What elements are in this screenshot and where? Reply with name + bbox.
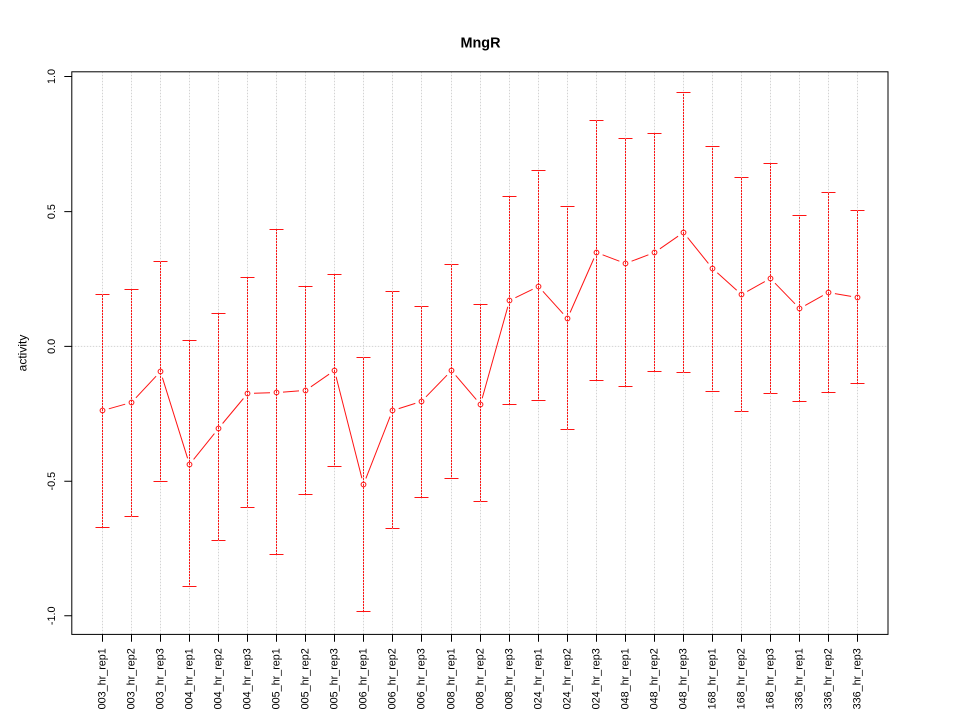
svg-text:336_hr_rep3: 336_hr_rep3	[851, 648, 863, 709]
svg-text:048_hr_rep2: 048_hr_rep2	[648, 648, 660, 709]
svg-text:008_hr_rep2: 008_hr_rep2	[474, 648, 486, 709]
svg-text:005_hr_rep2: 005_hr_rep2	[299, 648, 311, 709]
svg-text:024_hr_rep1: 024_hr_rep1	[532, 648, 544, 709]
svg-text:006_hr_rep1: 006_hr_rep1	[357, 648, 369, 709]
svg-text:336_hr_rep2: 336_hr_rep2	[822, 648, 834, 709]
svg-text:004_hr_rep3: 004_hr_rep3	[241, 648, 253, 709]
svg-text:004_hr_rep1: 004_hr_rep1	[183, 648, 195, 709]
svg-text:1.0: 1.0	[46, 69, 58, 84]
svg-text:005_hr_rep3: 005_hr_rep3	[328, 648, 340, 709]
svg-text:003_hr_rep1: 003_hr_rep1	[96, 648, 108, 709]
svg-text:006_hr_rep3: 006_hr_rep3	[415, 648, 427, 709]
svg-text:336_hr_rep1: 336_hr_rep1	[793, 648, 805, 709]
svg-text:activity: activity	[15, 335, 29, 372]
svg-text:048_hr_rep3: 048_hr_rep3	[677, 648, 689, 709]
svg-text:168_hr_rep3: 168_hr_rep3	[764, 648, 776, 709]
svg-text:168_hr_rep2: 168_hr_rep2	[735, 648, 747, 709]
svg-text:-0.5: -0.5	[46, 472, 58, 491]
svg-text:-1.0: -1.0	[46, 606, 58, 625]
svg-text:024_hr_rep3: 024_hr_rep3	[590, 648, 602, 709]
svg-text:024_hr_rep2: 024_hr_rep2	[561, 648, 573, 709]
svg-text:MngR: MngR	[461, 36, 502, 52]
svg-text:008_hr_rep1: 008_hr_rep1	[445, 648, 457, 709]
svg-text:168_hr_rep1: 168_hr_rep1	[706, 648, 718, 709]
svg-text:008_hr_rep3: 008_hr_rep3	[503, 648, 515, 709]
svg-text:003_hr_rep2: 003_hr_rep2	[125, 648, 137, 709]
svg-text:004_hr_rep2: 004_hr_rep2	[212, 648, 224, 709]
svg-text:0.5: 0.5	[46, 204, 58, 219]
svg-text:005_hr_rep1: 005_hr_rep1	[270, 648, 282, 709]
svg-text:048_hr_rep1: 048_hr_rep1	[619, 648, 631, 709]
svg-text:0.0: 0.0	[46, 339, 58, 354]
svg-text:003_hr_rep3: 003_hr_rep3	[154, 648, 166, 709]
svg-text:006_hr_rep2: 006_hr_rep2	[386, 648, 398, 709]
